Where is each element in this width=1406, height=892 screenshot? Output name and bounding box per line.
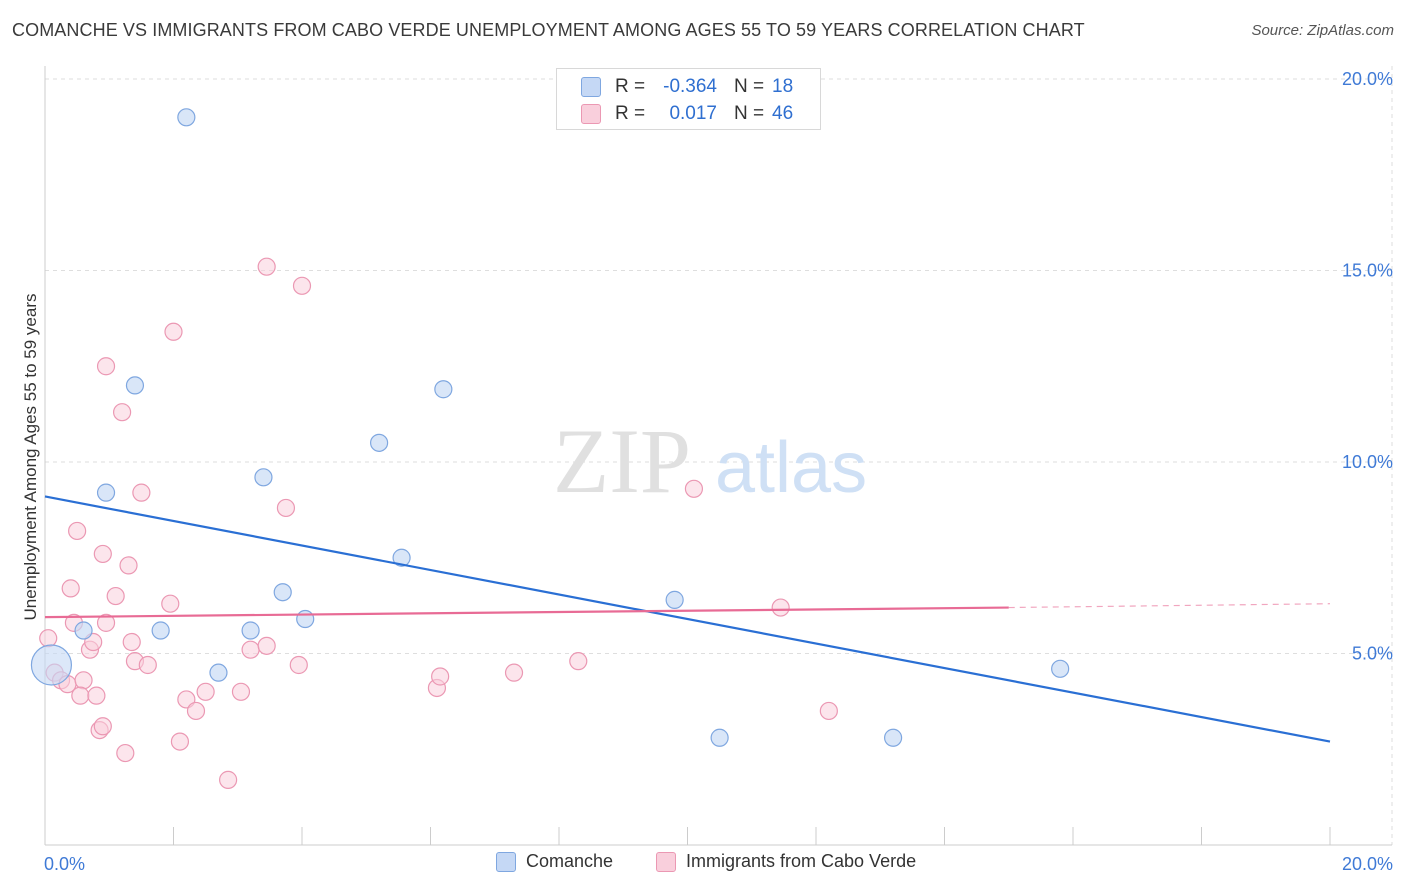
legend-label-cabo-verde: Immigrants from Cabo Verde — [686, 851, 917, 871]
n-value: 18 — [772, 76, 794, 97]
cabo-verde-point — [116, 743, 135, 763]
comanche-swatch — [581, 77, 601, 97]
cabo-verde-trend-extension — [1008, 603, 1331, 609]
cabo-verde-point — [164, 322, 183, 341]
comanche-point — [30, 644, 73, 686]
comanche-point — [96, 483, 116, 502]
cabo-verde-point — [196, 682, 215, 701]
comanche-point — [74, 621, 93, 640]
x-tick-label: 0.0% — [44, 854, 85, 874]
chart-title: COMANCHE VS IMMIGRANTS FROM CABO VERDE U… — [12, 20, 1085, 40]
trend-lines — [44, 495, 1331, 743]
cabo-verde-point — [170, 732, 190, 751]
bottom-legend: Comanche Immigrants from Cabo Verde — [0, 851, 1406, 879]
cabo-verde-point — [819, 701, 838, 721]
r-value: 0.017 — [669, 103, 717, 124]
cabo-verde-point — [431, 667, 450, 686]
comanche-point — [273, 583, 292, 602]
comanche-point — [665, 590, 684, 609]
cabo-verde-point — [74, 671, 93, 690]
x-tick-labels: 0.0% 20.0% — [44, 854, 1393, 874]
comanche-point — [434, 380, 453, 399]
watermark-atlas: atlas — [715, 428, 867, 508]
stats-legend: R = -0.364 N = 18 R = 0.017 N = 46 — [556, 68, 821, 130]
cabo-verde-point — [93, 717, 112, 736]
cabo-verde-point — [122, 632, 141, 652]
comanche-point — [296, 609, 315, 629]
cabo-verde-point — [569, 652, 588, 671]
cabo-verde-point — [39, 629, 58, 648]
x-tick-label: 20.0% — [1342, 854, 1393, 874]
r-label: R = — [615, 76, 646, 97]
cabo-verde-point — [292, 276, 312, 295]
cabo-verde-points — [39, 257, 838, 789]
stats-row-comanche: R = -0.364 N = 18 — [557, 73, 820, 101]
comanche-point — [177, 108, 196, 127]
cabo-verde-point — [71, 686, 90, 705]
y-tick-labels: 5.0% 10.0% 15.0% 20.0% — [1342, 69, 1393, 664]
source-note: Source: ZipAtlas.com — [1251, 22, 1394, 39]
cabo-verde-point — [231, 682, 251, 701]
cabo-verde-point — [93, 544, 112, 564]
comanche-point — [710, 728, 729, 747]
cabo-verde-point — [138, 655, 157, 675]
stats-row-cabo-verde: R = 0.017 N = 46 — [557, 100, 820, 128]
cabo-verde-point — [241, 640, 260, 659]
cabo-verde-point — [684, 479, 704, 498]
y-tick-label: 15.0% — [1342, 261, 1393, 281]
comanche-point — [883, 728, 903, 747]
cabo-verde-point — [257, 636, 276, 655]
comanche-point — [209, 663, 228, 682]
comanche-point — [392, 548, 411, 567]
r-label: R = — [615, 103, 646, 124]
comanche-trend-line — [44, 495, 1331, 743]
cabo-verde-point — [112, 403, 132, 422]
n-label: N = — [734, 103, 765, 124]
comanche-point — [370, 433, 389, 452]
cabo-verde-point — [504, 663, 524, 682]
y-axis-label: Unemployment Among Ages 55 to 59 years — [21, 294, 40, 621]
cabo-verde-trend-line — [44, 606, 1009, 619]
y-tick-label: 10.0% — [1342, 452, 1393, 472]
cabo-verde-point — [87, 686, 106, 705]
comanche-point — [125, 376, 145, 395]
axes — [44, 66, 1392, 846]
cabo-verde-point — [61, 579, 80, 598]
n-label: N = — [734, 76, 765, 97]
cabo-verde-point — [186, 701, 206, 721]
cabo-verde-point — [257, 257, 276, 276]
legend-label-comanche: Comanche — [526, 851, 614, 871]
cabo-verde-point — [106, 586, 125, 606]
cabo-verde-point — [132, 483, 151, 502]
cabo-verde-point — [219, 770, 238, 789]
comanche-point — [254, 468, 273, 487]
cabo-verde-point — [68, 521, 87, 541]
cabo-verde-point — [96, 357, 116, 376]
watermark: ZIP atlas — [553, 410, 867, 512]
comanche-point — [1051, 659, 1070, 678]
comanche-point — [151, 621, 170, 640]
cabo-verde-legend-swatch — [656, 851, 676, 872]
legend-item-comanche[interactable]: Comanche — [496, 851, 613, 872]
comanche-point — [241, 621, 260, 640]
cabo-verde-point — [119, 556, 138, 575]
cabo-verde-point — [96, 613, 116, 632]
cabo-verde-point — [276, 498, 296, 518]
cabo-verde-point — [289, 655, 308, 675]
watermark-zip: ZIP — [553, 410, 691, 512]
r-value: -0.364 — [663, 76, 717, 97]
n-value: 46 — [772, 103, 794, 124]
cabo-verde-point — [771, 598, 790, 617]
comanche-points — [30, 108, 1070, 747]
comanche-legend-swatch — [496, 851, 516, 872]
y-tick-label: 5.0% — [1352, 644, 1393, 664]
cabo-verde-point — [161, 594, 180, 613]
legend-item-cabo-verde[interactable]: Immigrants from Cabo Verde — [656, 851, 916, 872]
y-tick-label: 20.0% — [1342, 69, 1393, 89]
cabo-verde-swatch — [581, 104, 601, 124]
